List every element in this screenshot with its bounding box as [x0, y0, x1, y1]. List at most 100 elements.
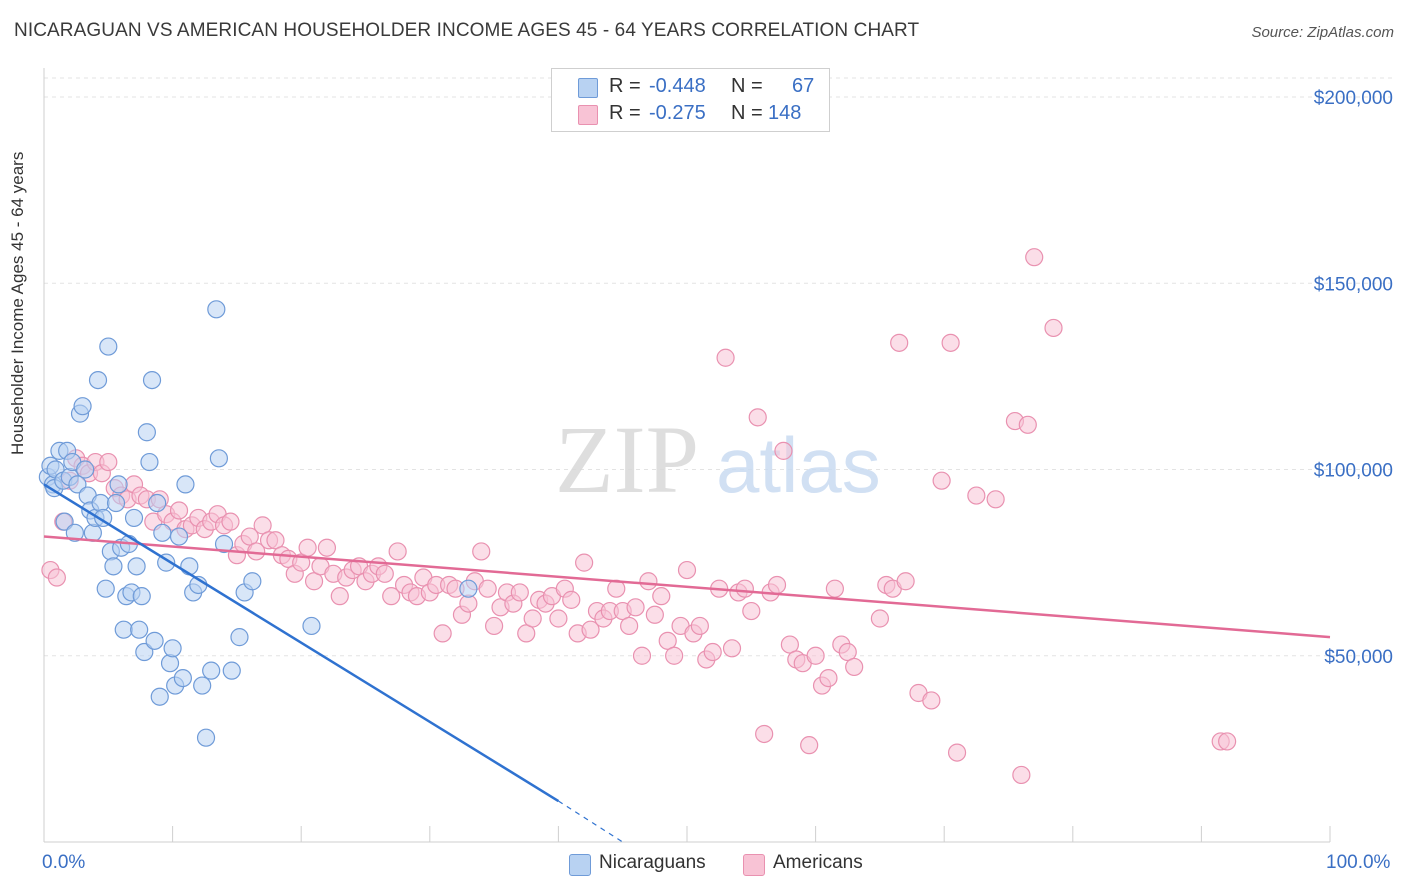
americans-point-137: [986, 490, 1005, 509]
nicaraguans-point-37: [132, 587, 151, 606]
nicaraguans-point-39: [137, 423, 156, 442]
nicaraguans-point-65: [243, 572, 262, 591]
chart-title: NICARAGUAN VS AMERICAN HOUSEHOLDER INCOM…: [14, 20, 920, 41]
nicaraguans-point-38: [135, 642, 154, 662]
americans-point-133: [932, 471, 951, 490]
stat-row-nicaraguans: R = -0.448 N = 67: [552, 75, 829, 101]
americans-point-130: [896, 572, 915, 591]
nicaraguans-point-48: [163, 639, 182, 658]
x-tick-label-min: 0.0%: [42, 852, 86, 873]
nicaraguans-point-28: [109, 475, 128, 494]
watermark: ZIP atlas: [555, 406, 881, 513]
nicaraguans-point-45: [153, 523, 172, 542]
nicaraguans-point-36: [130, 620, 149, 639]
r-label: R =: [609, 102, 641, 124]
x-tick-label-max: 100.0%: [1326, 852, 1391, 873]
nicaraguans-point-15: [76, 460, 95, 479]
americans-point-129: [890, 333, 909, 352]
nicaraguans-trend-extension: [558, 800, 624, 843]
americans-point-81: [562, 590, 581, 609]
americans-point-90: [620, 616, 639, 636]
nicaraguans-point-7: [55, 512, 74, 531]
nicaraguans-point-11: [65, 523, 84, 542]
n-label: N =: [731, 102, 763, 124]
nicaraguans-point-26: [104, 557, 123, 576]
americans-point-126: [870, 609, 890, 628]
r-value: -0.448: [649, 75, 706, 97]
r-value: -0.275: [649, 102, 706, 124]
americans-point-91: [626, 598, 645, 617]
americans-points: [41, 248, 1237, 785]
americans-point-113: [767, 575, 787, 595]
source-label: Source: ZipAtlas.com: [1251, 24, 1394, 41]
americans-point-110: [748, 408, 767, 427]
americans-point-94: [645, 605, 664, 624]
nicaraguans-point-44: [150, 687, 169, 706]
nicaraguans-point-42: [145, 631, 164, 650]
nicaraguans-swatch: [578, 78, 598, 98]
americans-point-141: [1025, 248, 1044, 267]
legend-swatch-nicaraguans: [569, 854, 591, 876]
nicaraguans-point-52: [176, 475, 195, 494]
nicaraguans-point-61: [214, 534, 234, 554]
americans-point-139: [1012, 765, 1031, 785]
americans-point-20: [169, 501, 189, 520]
americans-point-119: [806, 646, 825, 665]
legend-label-nicaraguans: Nicaraguans: [599, 852, 706, 873]
nicaraguans-point-60: [209, 449, 228, 468]
americans-trend-line: [43, 535, 1331, 639]
americans-point-106: [722, 639, 742, 658]
nicaraguans-point-53: [180, 557, 199, 576]
nicaraguans-point-43: [148, 493, 167, 513]
nicaraguans-point-21: [91, 493, 110, 513]
americans-point-132: [922, 691, 941, 710]
americans-point-54: [388, 542, 407, 561]
nicaraguans-point-23: [96, 579, 115, 598]
y-axis-label: Householder Income Ages 45 - 64 years: [8, 151, 27, 455]
americans-point-142: [1044, 318, 1063, 338]
y-tick-label-0: $50,000: [1324, 647, 1393, 668]
americans-point-45: [330, 587, 349, 606]
grid-lines: [44, 77, 1396, 657]
nicaraguans-point-47: [160, 654, 180, 673]
americans-point-92: [632, 646, 652, 665]
americans-point-52: [375, 564, 394, 583]
n-label: N =: [731, 75, 763, 97]
nicaraguans-point-35: [127, 557, 146, 576]
n-value: 148: [768, 102, 802, 124]
r-label: R =: [609, 75, 641, 97]
americans-point-108: [735, 579, 754, 598]
nicaraguans-point-63: [230, 628, 249, 647]
nicaraguans-point-57: [196, 728, 216, 747]
nicaraguans-point-20: [88, 371, 108, 390]
americans-point-84: [581, 620, 600, 639]
stat-row-americans: R = -0.275 N = 148: [552, 102, 829, 128]
nicaraguans-point-24: [99, 337, 118, 356]
nicaraguans-point-51: [173, 668, 192, 688]
nicaraguans-point-34: [124, 508, 144, 528]
americans-point-43: [317, 538, 337, 557]
americans-point-101: [690, 616, 709, 636]
americans-point-79: [549, 609, 568, 628]
americans-swatch: [578, 105, 598, 125]
americans-point-105: [716, 348, 735, 367]
americans-point-99: [677, 560, 697, 580]
americans-point-1: [47, 568, 66, 587]
nicaraguans-point-50: [169, 527, 189, 546]
nicaraguans-point-27: [106, 493, 126, 513]
americans-point-122: [825, 579, 844, 598]
nicaraguans-point-62: [222, 661, 241, 680]
nicaraguans-points: [38, 300, 478, 747]
americans-point-136: [967, 486, 986, 505]
americans-point-69: [485, 616, 504, 636]
axes: [43, 68, 1331, 843]
americans-point-53: [382, 587, 401, 606]
nicaraguans-point-12: [68, 475, 87, 494]
americans-point-111: [755, 724, 774, 744]
americans-point-144: [1218, 732, 1237, 751]
stats-box: R = -0.448 N = 67 R = -0.275 N = 148: [551, 68, 830, 132]
nicaraguans-point-40: [140, 452, 159, 472]
americans-point-67: [472, 542, 491, 561]
americans-point-28: [221, 512, 240, 531]
